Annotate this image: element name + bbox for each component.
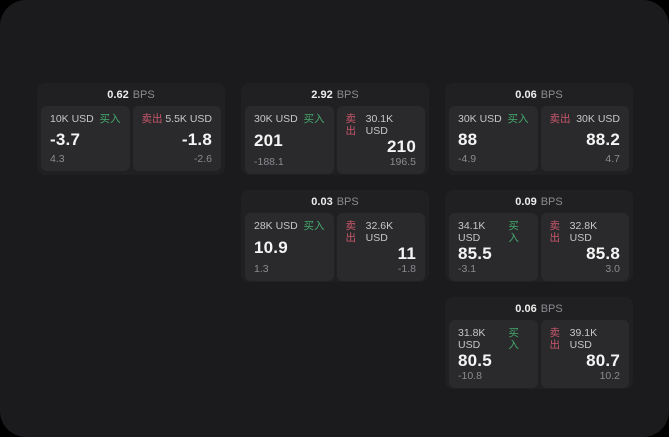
sell-price: 85.8 bbox=[586, 244, 620, 263]
sell-price: 11 bbox=[397, 244, 416, 263]
buy-size: 34.1K USD bbox=[458, 220, 486, 244]
sell-price: 88.2 bbox=[586, 129, 620, 149]
sell-delta: -2.6 bbox=[193, 153, 212, 165]
buy-side-label: 买入 bbox=[303, 113, 325, 125]
sell-delta: 10.2 bbox=[599, 370, 620, 382]
buy-price: 10.9 bbox=[254, 238, 288, 257]
buy-price: -3.7 bbox=[50, 129, 81, 149]
sell-tile[interactable]: 卖出 5.5K USD -1.8 -2.6 bbox=[132, 106, 221, 171]
quote-grid: 0.62 BPS 10K USD 买入 -3.7 4.3 卖出 5.5K USD bbox=[37, 83, 633, 389]
buy-price: 85.5 bbox=[458, 244, 492, 263]
sell-size: 39.1K USD bbox=[569, 327, 598, 351]
sell-size: 30.1K USD bbox=[365, 113, 394, 137]
buy-tile[interactable]: 28K USD 买入 10.9 1.3 bbox=[245, 213, 334, 281]
sell-delta: 196.5 bbox=[389, 156, 416, 168]
buy-size: 31.8K USD bbox=[458, 327, 486, 351]
tiles-row: 34.1K USD 买入 85.5 -3.1 卖出 32.8K USD 85.8… bbox=[449, 213, 629, 281]
sell-tile[interactable]: 卖出 30K USD 88.2 4.7 bbox=[540, 106, 629, 171]
spread-value: 0.06 bbox=[515, 303, 537, 315]
sell-size: 30K USD bbox=[576, 113, 620, 125]
bps-unit-label: BPS bbox=[336, 196, 359, 208]
tiles-row: 30K USD 买入 201 -188.1 卖出 30.1K USD 210 1… bbox=[245, 106, 425, 174]
spread-header: 0.09 BPS bbox=[449, 193, 629, 211]
bps-unit-label: BPS bbox=[132, 89, 155, 101]
buy-size: 30K USD bbox=[458, 113, 502, 125]
buy-tile[interactable]: 34.1K USD 买入 85.5 -3.1 bbox=[449, 213, 538, 281]
spread-value: 0.03 bbox=[311, 196, 333, 208]
tiles-row: 28K USD 买入 10.9 1.3 卖出 32.6K USD 11 -1.8 bbox=[245, 213, 425, 281]
bps-unit-label: BPS bbox=[540, 89, 563, 101]
spread-header: 2.92 BPS bbox=[245, 86, 425, 104]
buy-delta: -188.1 bbox=[254, 156, 284, 168]
tiles-row: 30K USD 买入 88 -4.9 卖出 30K USD 88.2 4.7 bbox=[449, 106, 629, 171]
buy-side-label: 买入 bbox=[99, 113, 121, 125]
quote-card: 0.06 BPS 31.8K USD 买入 80.5 -10.8 卖出 39.1… bbox=[445, 297, 633, 389]
sell-side-label: 卖出 bbox=[549, 327, 561, 351]
buy-tile[interactable]: 31.8K USD 买入 80.5 -10.8 bbox=[449, 320, 538, 388]
sell-tile[interactable]: 卖出 32.8K USD 85.8 3.0 bbox=[540, 213, 629, 281]
buy-tile[interactable]: 30K USD 买入 201 -188.1 bbox=[245, 106, 334, 174]
tiles-row: 10K USD 买入 -3.7 4.3 卖出 5.5K USD -1.8 -2.… bbox=[41, 106, 221, 171]
buy-delta: -10.8 bbox=[458, 370, 482, 382]
spread-value: 0.62 bbox=[107, 89, 129, 101]
buy-side-label: 买入 bbox=[508, 220, 519, 244]
buy-delta: 4.3 bbox=[50, 153, 65, 165]
sell-size: 32.6K USD bbox=[365, 220, 394, 244]
buy-price: 80.5 bbox=[458, 351, 492, 370]
sell-price: 80.7 bbox=[586, 351, 620, 370]
buy-delta: 1.3 bbox=[254, 263, 269, 275]
buy-size: 28K USD bbox=[254, 220, 298, 232]
bps-unit-label: BPS bbox=[540, 303, 563, 315]
sell-delta: -1.8 bbox=[397, 263, 416, 275]
sell-size: 5.5K USD bbox=[165, 113, 212, 125]
buy-size: 30K USD bbox=[254, 113, 298, 125]
buy-tile[interactable]: 10K USD 买入 -3.7 4.3 bbox=[41, 106, 130, 171]
spread-value: 0.09 bbox=[515, 196, 537, 208]
buy-side-label: 买入 bbox=[303, 220, 325, 232]
buy-price: 201 bbox=[254, 131, 283, 150]
buy-price: 88 bbox=[458, 129, 478, 149]
spread-header: 0.03 BPS bbox=[245, 193, 425, 211]
sell-price: 210 bbox=[387, 137, 416, 156]
sell-tile[interactable]: 卖出 39.1K USD 80.7 10.2 bbox=[540, 320, 629, 388]
buy-side-label: 买入 bbox=[507, 113, 529, 125]
spread-header: 0.62 BPS bbox=[41, 86, 221, 104]
bps-unit-label: BPS bbox=[540, 196, 563, 208]
buy-side-label: 买入 bbox=[508, 327, 519, 351]
buy-size: 10K USD bbox=[50, 113, 94, 125]
sell-side-label: 卖出 bbox=[345, 220, 357, 244]
buy-delta: -4.9 bbox=[458, 153, 477, 165]
bps-unit-label: BPS bbox=[336, 89, 359, 101]
sell-size: 32.8K USD bbox=[569, 220, 598, 244]
sell-tile[interactable]: 卖出 30.1K USD 210 196.5 bbox=[336, 106, 425, 174]
sell-delta: 4.7 bbox=[605, 153, 620, 165]
sell-side-label: 卖出 bbox=[141, 113, 163, 125]
sell-side-label: 卖出 bbox=[549, 220, 561, 244]
sell-price: -1.8 bbox=[181, 129, 212, 149]
spread-header: 0.06 BPS bbox=[449, 300, 629, 318]
tiles-row: 31.8K USD 买入 80.5 -10.8 卖出 39.1K USD 80.… bbox=[449, 320, 629, 388]
sell-delta: 3.0 bbox=[605, 263, 620, 275]
buy-delta: -3.1 bbox=[458, 263, 477, 275]
sell-side-label: 卖出 bbox=[345, 113, 357, 137]
buy-tile[interactable]: 30K USD 买入 88 -4.9 bbox=[449, 106, 538, 171]
spread-value: 0.06 bbox=[515, 89, 537, 101]
sell-side-label: 卖出 bbox=[549, 113, 571, 125]
spread-value: 2.92 bbox=[311, 89, 333, 101]
quote-card: 0.09 BPS 34.1K USD 买入 85.5 -3.1 卖出 32.8K… bbox=[445, 190, 633, 282]
quote-card: 2.92 BPS 30K USD 买入 201 -188.1 卖出 30.1K … bbox=[241, 83, 429, 175]
sell-tile[interactable]: 卖出 32.6K USD 11 -1.8 bbox=[336, 213, 425, 281]
quote-card: 0.06 BPS 30K USD 买入 88 -4.9 卖出 30K USD bbox=[445, 83, 633, 175]
quote-card: 0.03 BPS 28K USD 买入 10.9 1.3 卖出 32.6K US… bbox=[241, 190, 429, 282]
spread-header: 0.06 BPS bbox=[449, 86, 629, 104]
quote-card: 0.62 BPS 10K USD 买入 -3.7 4.3 卖出 5.5K USD bbox=[37, 83, 225, 175]
